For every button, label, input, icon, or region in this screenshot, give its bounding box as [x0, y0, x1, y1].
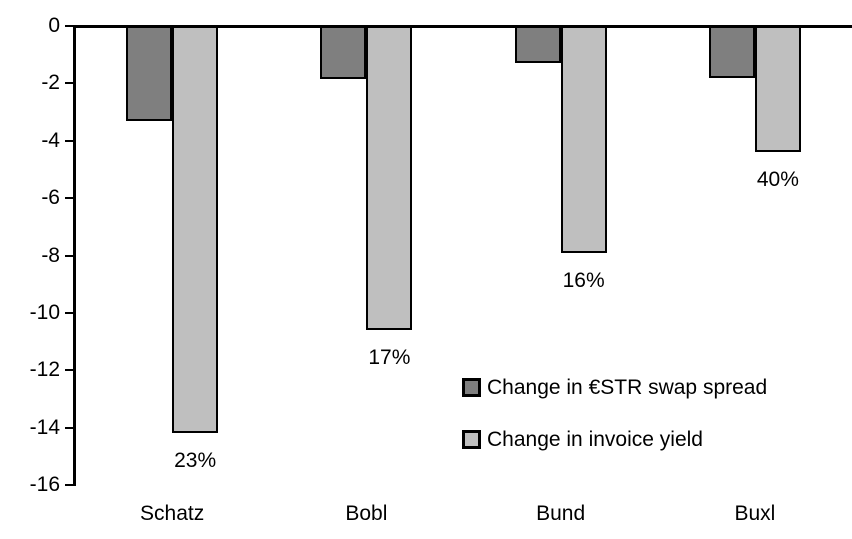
y-axis-tick: [65, 369, 73, 372]
y-axis-tick: [65, 426, 73, 429]
zero-gridline: [73, 25, 852, 28]
bar-value-label-buxl: 40%: [756, 168, 799, 192]
legend-item-swap-spread: Change in €STR swap spread: [462, 375, 767, 400]
y-axis-tick-label: -4: [41, 128, 60, 152]
y-axis-tick: [65, 311, 73, 314]
legend-label: Change in €STR swap spread: [487, 376, 768, 399]
bar-invoice-yield-bobl: [366, 26, 413, 331]
bar-invoice-yield-bund: [560, 26, 607, 253]
bar-value-label-bund: 16%: [562, 268, 605, 292]
legend: Change in €STR swap spread Change in invo…: [462, 375, 767, 452]
bar-value-label-schatz: 23%: [174, 449, 217, 473]
x-axis-category-label-bobl: Bobl: [345, 502, 388, 525]
bar-invoice-yield-buxl: [754, 26, 801, 153]
y-axis-tick-label: -10: [29, 300, 60, 324]
y-axis-tick-label: -16: [29, 473, 60, 496]
legend-swatch-icon: [462, 378, 481, 397]
y-axis-line: [73, 25, 76, 486]
y-axis-tick: [65, 82, 73, 85]
y-axis-tick-label: -6: [41, 186, 60, 210]
bar-swap-spread-buxl: [708, 26, 755, 78]
bar-swap-spread-schatz: [126, 26, 173, 121]
x-axis-category-label-bund: Bund: [536, 502, 586, 525]
x-axis-category-label-schatz: Schatz: [140, 502, 205, 525]
x-axis-category-label-buxl: Buxl: [734, 502, 776, 525]
legend-label: Change in invoice yield: [487, 428, 703, 451]
y-axis-tick: [65, 25, 73, 27]
legend-item-invoice-yield: Change in invoice yield: [462, 427, 767, 452]
y-axis-tick: [65, 197, 73, 200]
bar-swap-spread-bobl: [320, 26, 367, 80]
y-axis-tick-label: -14: [29, 415, 60, 439]
y-axis-tick: [65, 139, 73, 142]
bar-value-label-bobl: 17%: [368, 346, 411, 370]
y-axis-tick-label: -12: [29, 358, 60, 382]
y-axis-tick: [65, 254, 73, 257]
y-axis-tick: [65, 484, 73, 486]
y-axis-tick-label: 0: [48, 14, 60, 37]
bar-invoice-yield-schatz: [172, 26, 219, 434]
legend-swatch-icon: [462, 430, 481, 449]
bar-swap-spread-bund: [514, 26, 561, 64]
y-axis-tick-label: -8: [41, 243, 60, 267]
y-axis-tick-label: -2: [41, 71, 60, 95]
